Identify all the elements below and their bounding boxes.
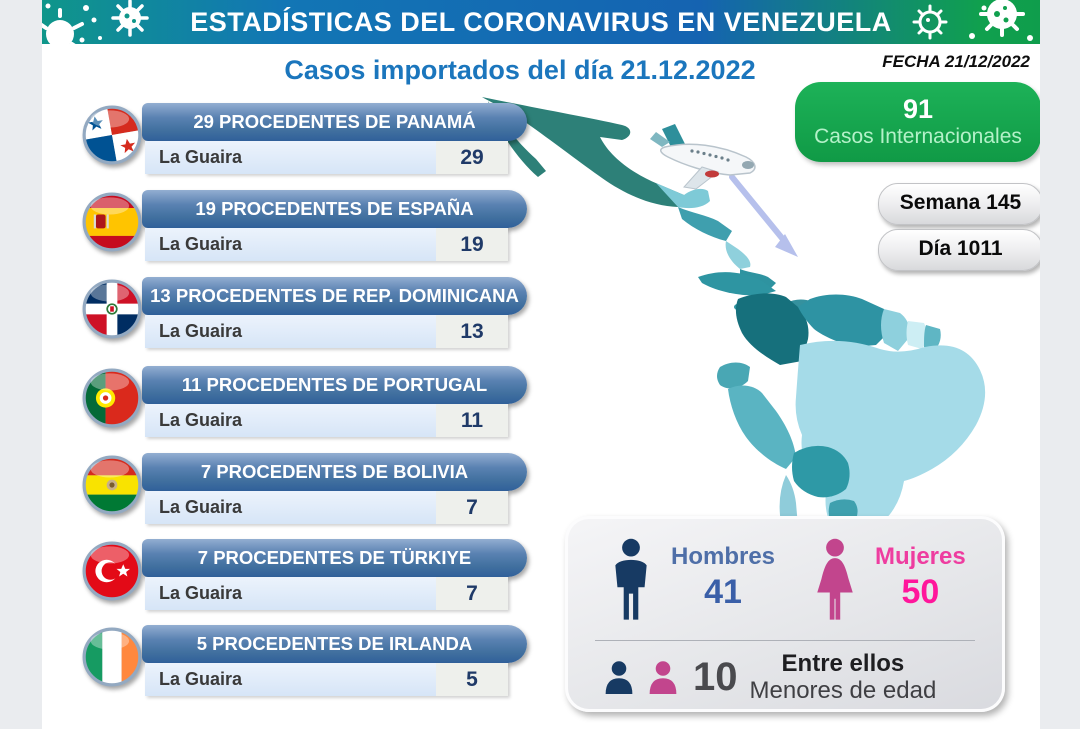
minors-female-icon bbox=[649, 661, 677, 694]
mujeres-value: 50 bbox=[901, 573, 940, 611]
page-title: ESTADÍSTICAS DEL CORONAVIRUS EN VENEZUEL… bbox=[190, 6, 892, 37]
total-cases-label: Casos Internacionales bbox=[814, 125, 1022, 148]
spain-flag-icon bbox=[82, 192, 142, 252]
hombres-label: Hombres bbox=[671, 543, 776, 570]
airplane-icon bbox=[650, 124, 756, 190]
total-cases-box: 91 Casos Internacionales bbox=[795, 82, 1041, 162]
total-cases-value: 91 bbox=[902, 94, 934, 124]
country-row: 7 PROCEDENTES DE BOLIVIA La Guaira 7 bbox=[82, 453, 528, 525]
left-margin-strip bbox=[0, 0, 42, 729]
subtitle: Casos importados del día 21.12.2022 bbox=[284, 55, 756, 85]
country-row: 19 PROCEDENTES DE ESPAÑA La Guaira 19 bbox=[82, 190, 528, 262]
map-brazil bbox=[795, 340, 986, 537]
hombres-value: 41 bbox=[704, 573, 742, 611]
minors-male-icon bbox=[605, 661, 633, 694]
minors-caption-line1: Entre ellos bbox=[781, 650, 905, 677]
origin-label: La Guaira bbox=[159, 583, 243, 603]
row-header: 5 PROCEDENTES DE IRLANDA bbox=[142, 625, 527, 663]
map-venezuela bbox=[798, 294, 892, 347]
country-row: 13 PROCEDENTES DE REP. DOMINICANA La Gua… bbox=[82, 277, 528, 349]
virus-decoration-left-icon bbox=[42, 0, 149, 44]
map-colombia bbox=[735, 293, 809, 365]
map-mexico bbox=[482, 97, 684, 207]
origin-label: La Guaira bbox=[159, 669, 243, 689]
origin-label: La Guaira bbox=[159, 497, 243, 517]
row-header: 19 PROCEDENTES DE ESPAÑA bbox=[142, 190, 527, 228]
divider bbox=[595, 640, 975, 641]
country-row: 7 PROCEDENTES DE TÜRKIYE La Guaira 7 bbox=[82, 539, 528, 611]
row-header: 13 PROCEDENTES DE REP. DOMINICANA bbox=[142, 277, 527, 315]
turkiye-flag-icon bbox=[82, 541, 142, 601]
case-count: 7 bbox=[436, 491, 508, 524]
portugal-flag-icon bbox=[82, 368, 142, 428]
country-row: 11 PROCEDENTES DE PORTUGAL La Guaira 11 bbox=[82, 366, 528, 438]
panama-flag-icon bbox=[82, 105, 142, 165]
row-header: 11 PROCEDENTES DE PORTUGAL bbox=[142, 366, 527, 404]
bolivia-flag-icon bbox=[82, 455, 142, 515]
country-row: 5 PROCEDENTES DE IRLANDA La Guaira 5 bbox=[82, 625, 528, 697]
ireland-flag-icon bbox=[82, 627, 142, 687]
map-peru bbox=[728, 385, 796, 469]
day-badge: Día 1011 bbox=[878, 229, 1043, 271]
virus-decoration-right-icon bbox=[912, 0, 1033, 41]
route-arrow-icon bbox=[729, 174, 798, 257]
row-header: 7 PROCEDENTES DE BOLIVIA bbox=[142, 453, 527, 491]
origin-label: La Guaira bbox=[159, 234, 243, 254]
origin-label: La Guaira bbox=[159, 321, 243, 341]
female-icon bbox=[817, 538, 853, 620]
row-header: 29 PROCEDENTES DE PANAMÁ bbox=[142, 103, 527, 141]
week-badge: Semana 145 bbox=[878, 183, 1043, 225]
gender-panel: Hombres 41 Mujeres 50 bbox=[565, 516, 1005, 712]
case-count: 13 bbox=[436, 315, 508, 348]
date-label: FECHA 21/12/2022 bbox=[882, 52, 1030, 71]
header-banner: ESTADÍSTICAS DEL CORONAVIRUS EN VENEZUEL… bbox=[42, 0, 1040, 44]
origin-label: La Guaira bbox=[159, 147, 243, 167]
mujeres-label: Mujeres bbox=[875, 543, 966, 570]
case-count: 7 bbox=[436, 577, 508, 610]
case-count: 29 bbox=[436, 141, 508, 174]
right-margin-strip bbox=[1040, 0, 1080, 729]
male-icon bbox=[615, 538, 647, 620]
case-count: 19 bbox=[436, 228, 508, 261]
country-row: 29 PROCEDENTES DE PANAMÁ La Guaira 29 bbox=[82, 103, 528, 175]
case-count: 11 bbox=[436, 404, 508, 437]
row-header: 7 PROCEDENTES DE TÜRKIYE bbox=[142, 539, 527, 577]
case-count: 5 bbox=[436, 663, 508, 696]
origin-label: La Guaira bbox=[159, 410, 243, 430]
minors-value: 10 bbox=[693, 655, 738, 699]
latin-america-map bbox=[482, 97, 986, 563]
minors-caption-line2: Menores de edad bbox=[749, 677, 937, 704]
dominican-flag-icon bbox=[82, 279, 142, 339]
